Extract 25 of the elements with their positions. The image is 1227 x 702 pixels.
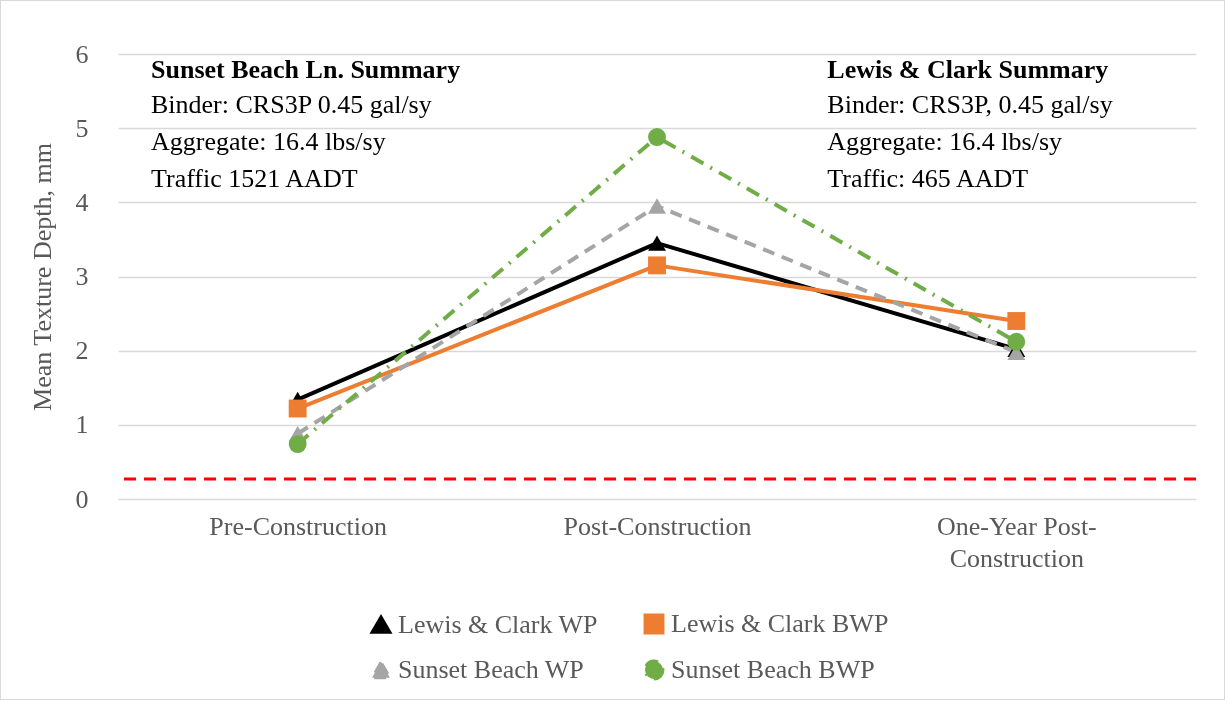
x-tick-label: One-Year Post-Construction	[936, 511, 1097, 573]
point	[648, 128, 666, 146]
y-tick-label: 6	[75, 39, 89, 69]
legend-label: Sunset Beach WP	[398, 655, 584, 684]
point	[288, 399, 307, 418]
point	[648, 198, 666, 214]
y-tick-label: 4	[75, 187, 89, 217]
point	[648, 256, 666, 275]
y-axis-title: Mean Texture Depth, mm	[27, 143, 57, 411]
x-tick-label: Pre-Construction	[209, 511, 387, 541]
point	[1007, 312, 1026, 330]
point	[288, 435, 307, 454]
annotation: Lewis & Clark Summary Binder: CRS3P, 0.45 gal/sy Aggregate: 16.4 lbs/sy Traffic: 465 AADT	[827, 55, 1113, 193]
point	[1007, 332, 1026, 351]
y-tick-label: 0	[75, 484, 89, 514]
point	[648, 235, 666, 251]
annotation: Sunset Beach Ln. Summary Binder: CRS3P 0.45 gal/sy Aggregate: 16.4 lbs/sy Traffic 1521 AADT	[151, 55, 461, 193]
x-tick-label: Post-Construction	[563, 511, 752, 541]
legend-label: Sunset Beach BWP	[671, 655, 875, 684]
y-tick-label: 5	[75, 113, 89, 143]
legend-label: Lewis & Clark WP	[398, 609, 598, 639]
y-tick-label: 1	[75, 410, 89, 440]
y-tick-label: 2	[75, 336, 89, 366]
legend-label: Lewis & Clark BWP	[671, 609, 889, 639]
y-tick-label: 3	[75, 262, 89, 291]
